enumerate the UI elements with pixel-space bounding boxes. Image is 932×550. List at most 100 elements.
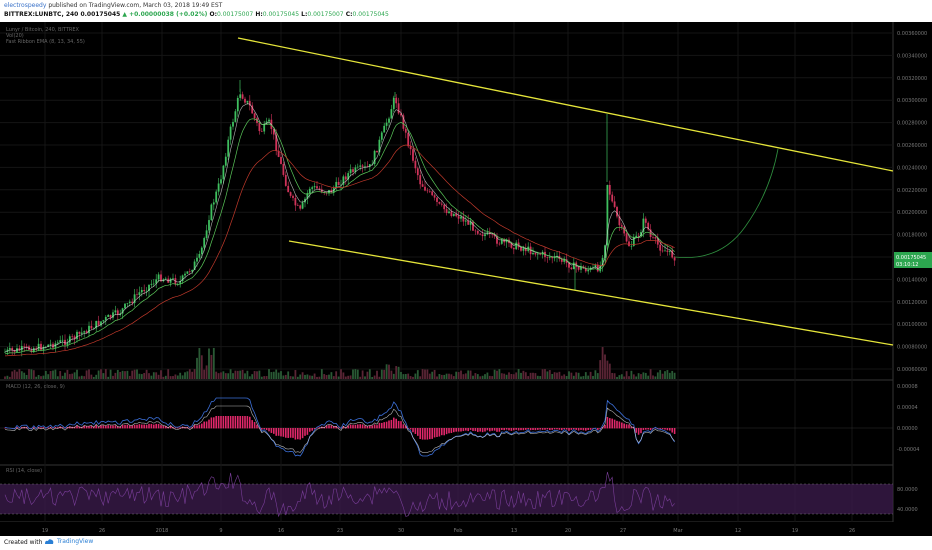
- volume-bar: [524, 372, 527, 379]
- macd-histogram-bar: [256, 424, 258, 429]
- volume-bar: [572, 375, 575, 379]
- candle-body: [580, 266, 582, 270]
- volume-bar: [520, 372, 522, 379]
- channel-trendlines[interactable]: [237, 37, 894, 346]
- candle-body: [85, 331, 88, 334]
- macd-histogram-bar: [270, 428, 273, 433]
- volume-bar: [32, 370, 35, 379]
- volume-bar: [253, 371, 256, 379]
- candle-body: [330, 190, 333, 193]
- macd-histogram-bar: [453, 428, 455, 433]
- macd-histogram-bar: [90, 425, 93, 429]
- chart-area[interactable]: 0.00360000 0.00340000 0.00320000 0.00300000…: [0, 22, 932, 536]
- macd-histogram-bar: [261, 428, 263, 430]
- volume-bar: [496, 370, 498, 379]
- candle-body: [121, 308, 124, 314]
- volume-bar: [632, 374, 635, 379]
- volume-bar: [138, 373, 141, 379]
- high-label: H:: [255, 11, 263, 18]
- macd-histogram-bar: [412, 428, 414, 433]
- candle-body: [18, 348, 21, 351]
- candle-body: [90, 325, 93, 329]
- candle-body: [335, 181, 338, 189]
- macd-histogram-bar: [568, 428, 570, 431]
- volume-bar: [577, 372, 580, 379]
- candle-body: [208, 220, 210, 231]
- macd-histogram-bar: [117, 426, 119, 429]
- candle-body: [505, 239, 508, 243]
- volume-bar: [407, 373, 410, 379]
- volume-bar: [20, 371, 23, 379]
- candle-body: [652, 237, 654, 238]
- candle-body: [104, 316, 107, 321]
- volume-bar: [512, 374, 515, 379]
- volume-legend: Vol(20): [6, 33, 24, 39]
- volume-bar: [383, 369, 386, 379]
- macd-histogram-bar: [131, 425, 133, 429]
- candle-body: [227, 139, 230, 157]
- price-tick-label: 0.00360000: [897, 31, 927, 37]
- rsi-pane: [0, 471, 893, 518]
- volume-bar: [563, 374, 566, 379]
- candle-body: [150, 283, 153, 285]
- macd-histogram-bar: [570, 428, 573, 430]
- macd-histogram-bar: [556, 428, 558, 430]
- price-tick-label: 0.00100000: [897, 322, 927, 328]
- macd-histogram-bar: [417, 428, 419, 436]
- price-tick-label: 0.00140000: [897, 277, 927, 283]
- candle-body: [359, 165, 362, 167]
- macd-histogram-bar: [402, 424, 405, 429]
- macd-histogram-bar: [246, 416, 249, 429]
- candle-body: [301, 202, 304, 209]
- macd-histogram-bar: [78, 426, 81, 429]
- volume-bar: [575, 372, 578, 379]
- price-axis[interactable]: 0.00360000 0.00340000 0.00320000 0.00300000…: [894, 31, 932, 513]
- volume-bar: [376, 370, 378, 379]
- macd-histogram-bar: [318, 427, 321, 429]
- volume-bar: [68, 374, 71, 379]
- candle-body: [457, 216, 460, 219]
- macd-histogram-bar: [263, 428, 265, 430]
- macd-histogram-bar: [232, 416, 234, 429]
- candle-body: [253, 113, 256, 119]
- candle-body: [318, 188, 321, 190]
- macd-histogram-bar: [241, 416, 244, 429]
- macd-pane: [0, 397, 893, 457]
- volume-bar: [652, 375, 654, 379]
- candle-body: [256, 118, 258, 123]
- volume-bar: [13, 369, 16, 379]
- volume-bar: [145, 369, 148, 379]
- time-axis[interactable]: 19 26 2018 9 16 23 30 Feb 13 20 27 Mar 12 19 26: [0, 522, 932, 536]
- candle-body: [52, 343, 54, 348]
- macd-histogram-bar: [328, 425, 330, 429]
- candle-body: [584, 268, 587, 272]
- author-link[interactable]: electrospeedy: [4, 2, 47, 9]
- volume-bar: [426, 369, 429, 379]
- volume-bar: [8, 376, 11, 379]
- tradingview-logo[interactable]: TradingView: [44, 538, 93, 545]
- macd-histogram-bar: [210, 417, 213, 429]
- volume-bar: [148, 373, 150, 379]
- ema-mid-line: [4, 118, 675, 355]
- macd-histogram-bar: [349, 424, 352, 429]
- volume-bar: [100, 369, 102, 379]
- macd-histogram-bar: [366, 426, 369, 429]
- candle-body: [320, 189, 323, 193]
- candle-body: [534, 252, 537, 255]
- candle-body: [380, 132, 383, 140]
- volume-bar: [16, 371, 18, 379]
- macd-histogram-bar: [599, 428, 601, 430]
- macd-histogram-bar: [618, 421, 621, 429]
- candle-body: [265, 121, 268, 124]
- volume-bar: [596, 373, 599, 379]
- candle-body: [510, 243, 513, 248]
- macd-histogram-bar: [436, 428, 438, 437]
- volume-bar: [493, 369, 496, 379]
- price-pane-bg: [0, 22, 893, 380]
- candle-body: [287, 185, 290, 193]
- volume-bar: [347, 375, 350, 379]
- candle-body: [260, 131, 263, 132]
- macd-histogram-bar: [59, 426, 61, 429]
- volume-bar: [510, 373, 513, 379]
- candle-body: [275, 134, 278, 151]
